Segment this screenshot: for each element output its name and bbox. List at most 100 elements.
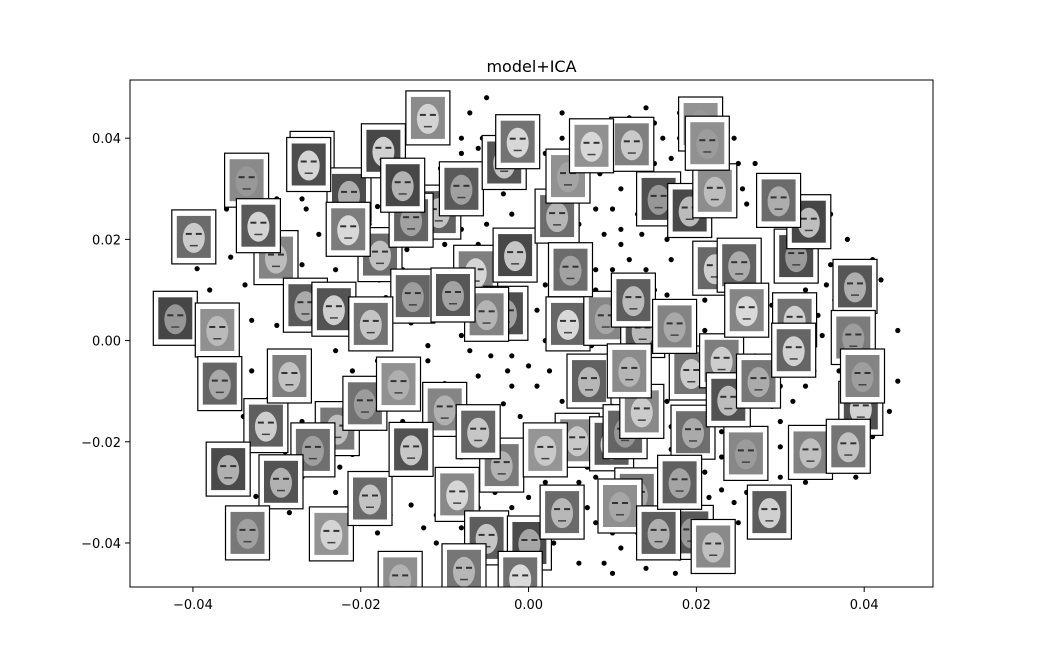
face-thumbnail	[619, 383, 665, 439]
data-point	[475, 145, 481, 151]
face-thumbnail	[380, 157, 426, 213]
data-point	[526, 494, 532, 500]
data-point	[672, 570, 679, 576]
face-thumbnail	[746, 484, 793, 540]
face-thumbnail	[243, 398, 289, 454]
data-point	[643, 105, 649, 111]
data-point	[777, 444, 783, 450]
data-point	[467, 110, 473, 116]
data-point	[337, 464, 343, 470]
data-point	[706, 494, 712, 500]
data-point	[702, 469, 708, 475]
data-point	[542, 282, 548, 288]
data-point	[802, 383, 809, 389]
chart-title: model+ICA	[486, 57, 576, 76]
face-thumbnail	[325, 201, 371, 257]
plot-frame	[129, 79, 934, 588]
data-point	[593, 520, 599, 526]
face-thumbnail	[755, 172, 802, 228]
data-point	[643, 565, 649, 571]
data-point	[584, 505, 590, 511]
data-point	[668, 155, 674, 161]
face-thumbnail	[266, 348, 312, 404]
data-point	[484, 95, 490, 101]
data-point	[374, 530, 381, 536]
face-thumbnail	[723, 425, 769, 481]
data-point	[458, 150, 464, 156]
face-thumbnail	[347, 470, 393, 527]
face-thumbnail	[690, 518, 736, 575]
data-point	[505, 368, 511, 374]
data-point	[542, 479, 548, 485]
data-point	[618, 226, 624, 232]
data-point	[333, 489, 339, 495]
face-thumbnail	[724, 282, 770, 338]
data-point	[643, 267, 649, 273]
data-point	[895, 378, 901, 384]
data-point	[702, 297, 708, 303]
data-point	[576, 560, 582, 566]
y-tick-label: 0.04	[92, 132, 121, 147]
face-thumbnail	[539, 484, 585, 540]
face-thumbnail	[684, 115, 730, 171]
data-point	[593, 206, 599, 212]
data-point	[777, 474, 783, 480]
data-point	[442, 241, 448, 247]
data-point	[660, 135, 666, 141]
face-thumbnail	[390, 268, 436, 324]
face-thumbnail	[825, 418, 871, 474]
data-point	[475, 373, 481, 379]
data-point	[194, 266, 200, 272]
data-point	[509, 505, 515, 511]
face-thumbnail	[441, 543, 487, 587]
data-point	[844, 236, 851, 242]
data-point	[534, 383, 540, 389]
x-axis: −0.04 −0.02 0.00 0.02 0.04	[173, 587, 879, 613]
data-point	[500, 401, 506, 407]
data-point	[744, 201, 750, 207]
y-tick-label: −0.04	[81, 537, 121, 552]
data-point	[618, 186, 624, 192]
face-thumbnail	[197, 356, 243, 412]
data-point	[601, 231, 607, 237]
face-thumbnail	[375, 356, 422, 412]
face-thumbnail	[348, 296, 394, 352]
data-point	[526, 363, 532, 369]
data-point	[551, 540, 557, 546]
data-point	[790, 398, 796, 404]
data-point	[316, 231, 322, 237]
data-point	[618, 241, 624, 247]
data-point	[626, 257, 632, 263]
face-thumbnail	[771, 322, 817, 378]
data-point	[333, 267, 339, 273]
data-point	[249, 317, 255, 323]
face-thumbnail	[547, 242, 594, 298]
face-thumbnail	[388, 421, 434, 477]
data-point	[299, 262, 305, 268]
data-point	[559, 398, 565, 404]
data-point	[500, 191, 506, 197]
data-point	[664, 292, 670, 298]
face-thumbnail	[434, 466, 480, 522]
data-point	[425, 358, 431, 364]
x-tick-label: 0.00	[514, 598, 543, 613]
data-point	[421, 525, 427, 531]
data-point	[731, 135, 737, 141]
y-tick-label: −0.02	[81, 436, 121, 451]
data-point	[731, 499, 737, 506]
face-thumbnail	[635, 505, 682, 561]
data-point	[735, 520, 741, 526]
face-thumbnail	[545, 296, 591, 352]
face-thumbnail	[495, 114, 541, 170]
face-thumbnail	[651, 298, 698, 354]
face-thumbnails	[152, 90, 886, 587]
face-thumbnail	[606, 343, 652, 399]
face-thumbnail	[787, 424, 834, 480]
face-thumbnail	[308, 506, 354, 562]
face-thumbnail	[152, 290, 198, 346]
data-point	[601, 560, 607, 566]
data-point	[609, 267, 616, 273]
face-thumbnail	[205, 441, 251, 497]
face-thumbnail	[692, 163, 738, 219]
